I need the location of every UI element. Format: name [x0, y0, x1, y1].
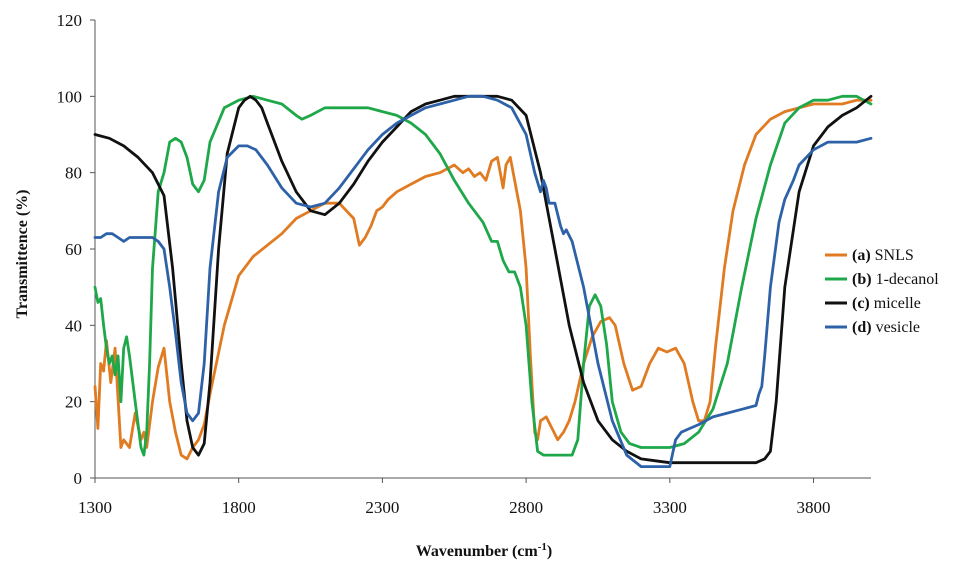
- y-tick-label: 100: [57, 87, 83, 106]
- axes: 0 20 40 60 80 100 120 1300 1800 2300 2800 3300 3800: [57, 11, 871, 517]
- x-tick-label: 2800: [509, 498, 543, 517]
- x-axis-title: Wavenumber (cm-1): [416, 541, 552, 560]
- legend-label: (a) SNLS: [852, 247, 914, 264]
- y-tick-label: 0: [74, 469, 83, 488]
- legend-label: (c) micelle: [852, 295, 921, 312]
- x-tick-label: 3800: [797, 498, 831, 517]
- series-lines: [93, 94, 873, 468]
- series-line-1-decanol: [93, 94, 873, 457]
- series-line-micelle: [93, 94, 873, 465]
- series-line-snls: [93, 98, 873, 461]
- legend-label: (d) vesicle: [852, 319, 920, 336]
- y-axis-title: Transmittence (%): [14, 190, 31, 319]
- y-tick-label: 80: [65, 164, 82, 183]
- x-tick-label: 3300: [653, 498, 687, 517]
- y-tick-label: 60: [65, 240, 82, 259]
- y-tick-label: 40: [65, 316, 82, 335]
- series-line-vesicle: [93, 94, 873, 468]
- x-tick-label: 1300: [78, 498, 112, 517]
- y-tick-label: 120: [57, 11, 83, 30]
- x-tick-label: 1800: [222, 498, 256, 517]
- legend: (a) SNLS (b) 1-decanol (c) micelle (d) vesi…: [825, 247, 939, 336]
- x-tick-label: 2300: [365, 498, 399, 517]
- legend-label: (b) 1-decanol: [852, 271, 939, 288]
- y-tick-label: 20: [65, 393, 82, 412]
